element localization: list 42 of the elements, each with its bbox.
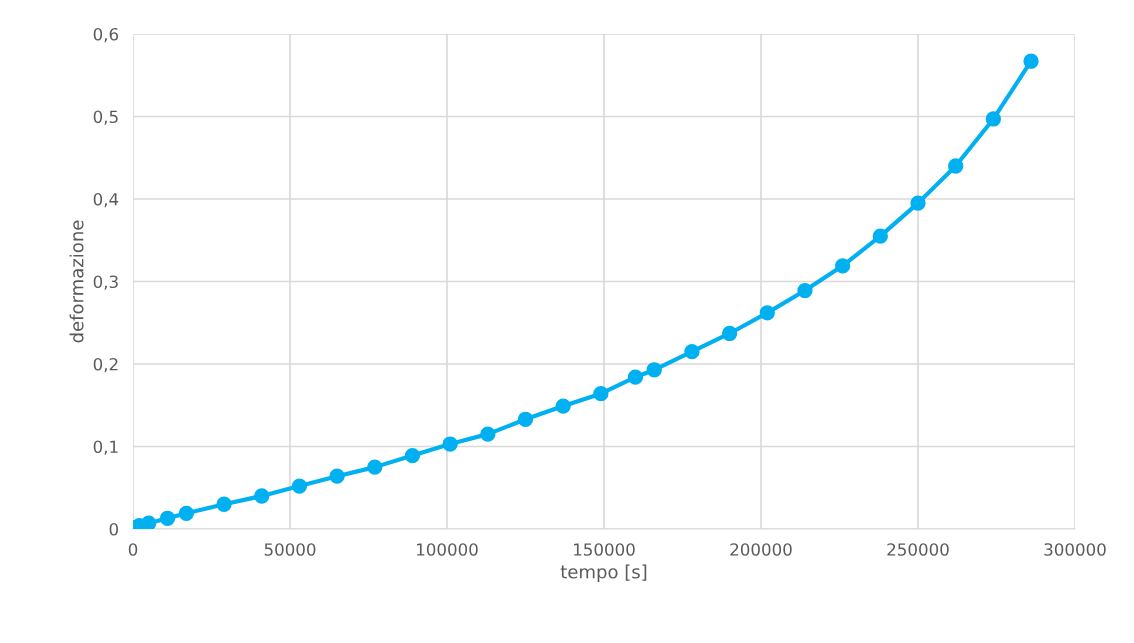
y-tick-label: 0,3 xyxy=(93,275,118,290)
point xyxy=(797,282,813,299)
point xyxy=(329,468,345,484)
point xyxy=(141,515,157,529)
x-tick-label: 150000 xyxy=(574,543,635,556)
x-tick-label: 100000 xyxy=(417,543,478,556)
point xyxy=(480,426,496,442)
point xyxy=(684,343,700,360)
y-tick-label: 0,1 xyxy=(93,440,118,455)
x-tick-label: 200000 xyxy=(730,543,792,556)
point xyxy=(721,325,738,342)
point xyxy=(178,505,195,521)
x-tick-label: 300000 xyxy=(1044,543,1106,556)
point xyxy=(254,488,270,504)
point xyxy=(985,111,1001,127)
point xyxy=(872,228,888,244)
x-tick-label: 250000 xyxy=(887,543,949,556)
point xyxy=(910,195,926,211)
x-axis-title: tempo [s] xyxy=(560,564,647,583)
point xyxy=(291,478,308,494)
x-tick-label: 0 xyxy=(128,543,138,556)
x-tick-label: 50000 xyxy=(264,543,316,556)
point xyxy=(555,398,571,414)
point xyxy=(759,305,775,321)
point xyxy=(835,258,851,274)
point xyxy=(159,510,176,526)
y-tick-label: 0,4 xyxy=(93,192,119,208)
point xyxy=(216,496,232,512)
point xyxy=(442,436,458,452)
y-tick-label: 0,5 xyxy=(93,110,118,125)
point xyxy=(627,369,644,385)
y-axis-title: deformazione xyxy=(69,220,84,343)
point xyxy=(593,386,609,402)
point xyxy=(948,158,964,174)
y-tick-label: 0,6 xyxy=(93,27,119,43)
point xyxy=(517,411,534,427)
point xyxy=(646,362,662,378)
point xyxy=(367,459,383,475)
y-tick-label: 0,2 xyxy=(93,357,118,373)
point xyxy=(1023,53,1039,69)
y-tick-label: 0 xyxy=(109,522,118,536)
point xyxy=(404,447,421,464)
